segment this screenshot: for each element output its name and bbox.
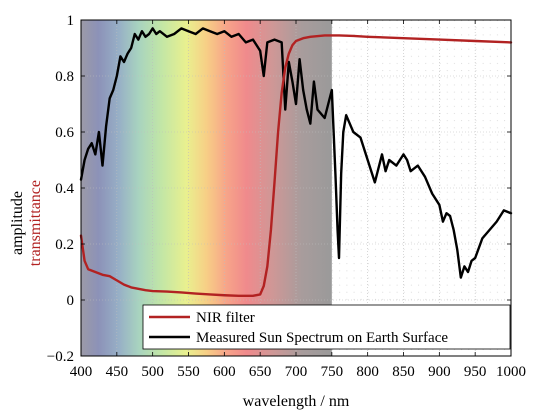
x-tick-label: 950 [464, 364, 487, 380]
y-axis-label-transmittance: transmittance [27, 180, 44, 266]
y-tick-label: 1 [67, 13, 75, 29]
x-tick-label: 850 [392, 364, 415, 380]
legend-label-sun-spectrum: Measured Sun Spectrum on Earth Surface [196, 330, 448, 346]
y-tick-label: 0.6 [55, 125, 74, 141]
x-tick-label: 800 [356, 364, 379, 380]
x-tick-label: 1000 [496, 364, 526, 380]
legend-label-nir-filter: NIR filter [196, 310, 255, 326]
axis-ticks: 400 450 500 550 600 650 700 750 800 850 900 950 1000… [47, 13, 526, 380]
visible-spectrum-band [81, 20, 332, 356]
y-tick-label: 0.2 [55, 237, 74, 253]
sun-spectrum-line [79, 27, 513, 279]
y-tick-label: 0 [67, 293, 75, 309]
x-tick-label: 550 [177, 364, 200, 380]
x-tick-label: 900 [428, 364, 451, 380]
x-tick-label: 400 [70, 364, 93, 380]
x-tick-label: 500 [141, 364, 164, 380]
x-tick-label: 750 [321, 364, 344, 380]
y-tick-label: 0.8 [55, 69, 74, 85]
x-tick-label: 650 [249, 364, 272, 380]
y-axis-label-amplitude: amplitude [9, 191, 26, 255]
y-tick-label: 0.4 [55, 181, 74, 197]
x-tick-label: 700 [285, 364, 308, 380]
x-axis-label: wavelength / nm [243, 393, 350, 410]
x-tick-label: 600 [213, 364, 236, 380]
legend-box [142, 304, 511, 350]
legend: NIR filter Measured Sun Spectrum on Eart… [142, 304, 511, 350]
y-tick-label: −0.2 [47, 349, 74, 365]
series-layer [79, 27, 513, 297]
x-tick-label: 450 [106, 364, 129, 380]
nir-filter-line [79, 34, 513, 297]
